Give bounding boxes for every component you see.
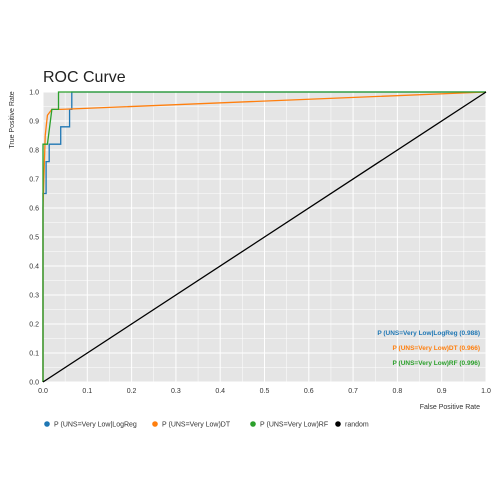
- x-tick-label: 1.0: [481, 388, 491, 395]
- y-tick-label: 0.7: [29, 177, 39, 184]
- y-tick-label: 0.8: [29, 148, 39, 155]
- series-lines: [42, 91, 487, 383]
- x-tick-label: 0.2: [127, 388, 137, 395]
- y-tick-label: 0.5: [29, 235, 39, 242]
- x-tick-label: 0.0: [38, 388, 48, 395]
- x-tick-label: 0.7: [348, 388, 358, 395]
- y-tick-label: 0.1: [29, 351, 39, 358]
- y-tick-label: 0.3: [29, 293, 39, 300]
- legend-marker-3: [335, 421, 341, 427]
- x-tick-label: 0.5: [260, 388, 270, 395]
- auc-annotation-1: P (UNS=Very Low)DT (0.966): [393, 345, 480, 352]
- auc-annotation-2: P (UNS=Very Low)RF (0.996): [393, 360, 480, 367]
- x-tick-label: 0.1: [82, 388, 92, 395]
- legend-label-2: P (UNS=Very Low)RF: [260, 422, 328, 429]
- y-tick-label: 0.4: [29, 264, 39, 271]
- legend-marker-0: [44, 421, 50, 427]
- legend-marker-1: [152, 421, 158, 427]
- x-tick-label: 0.9: [437, 388, 447, 395]
- y-tick-label: 0.6: [29, 206, 39, 213]
- series-line-2: [42, 91, 486, 382]
- series-line-3: [42, 91, 487, 383]
- legend-label-3: random: [345, 422, 369, 429]
- y-tick-label: 1.0: [29, 90, 39, 97]
- x-tick-label: 0.3: [171, 388, 181, 395]
- legend: P (UNS=Very Low|LogReg P (UNS=Very Low)DT…: [44, 421, 369, 429]
- legend-label-0: P (UNS=Very Low|LogReg: [54, 422, 137, 429]
- y-axis-label: True Positive Rate: [9, 91, 16, 148]
- x-axis-ticks: 0.0 0.1 0.2 0.3 0.4 0.5 0.6 0.7 0.8 0.9 1.0: [38, 388, 491, 395]
- auc-annotations: P (UNS=Very Low|LogReg (0.988) P (UNS=Ver…: [377, 330, 480, 367]
- legend-marker-2: [250, 421, 256, 427]
- x-tick-label: 0.6: [304, 388, 314, 395]
- y-axis-ticks: 0.0 0.1 0.2 0.3 0.4 0.5 0.6 0.7 0.8 0.9 1.0: [29, 90, 39, 387]
- legend-label-1: P (UNS=Very Low)DT: [162, 422, 231, 429]
- auc-annotation-0: P (UNS=Very Low|LogReg (0.988): [377, 330, 480, 337]
- chart-title: ROC Curve: [43, 69, 126, 86]
- y-tick-label: 0.2: [29, 322, 39, 329]
- x-axis-label: False Positive Rate: [420, 404, 480, 411]
- x-tick-label: 0.4: [215, 388, 225, 395]
- y-tick-label: 0.0: [29, 380, 39, 387]
- y-tick-label: 0.9: [29, 119, 39, 126]
- x-tick-label: 0.8: [393, 388, 403, 395]
